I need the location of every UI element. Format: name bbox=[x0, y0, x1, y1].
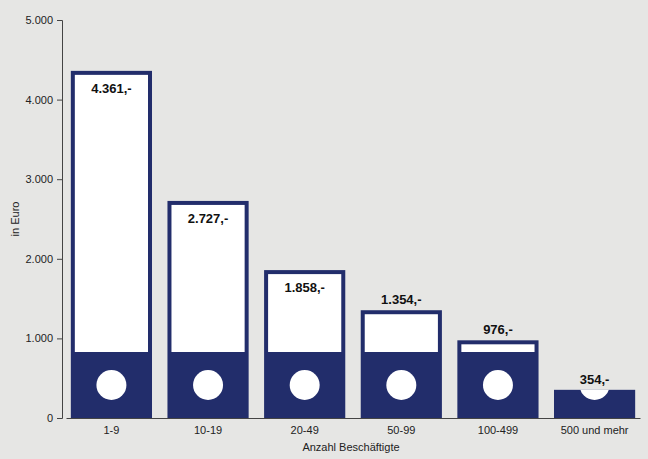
binder-label-field bbox=[461, 344, 534, 352]
binder-decoration bbox=[580, 390, 610, 400]
y-axis-title: in Euro bbox=[9, 202, 21, 237]
y-tick-label: 3.000 bbox=[25, 173, 53, 185]
data-label: 1.858,- bbox=[284, 280, 324, 295]
x-tick-label: 100-499 bbox=[478, 424, 518, 436]
binder-hole bbox=[193, 370, 223, 400]
x-tick: 10-19 bbox=[194, 418, 222, 436]
binder bbox=[264, 270, 345, 418]
x-tick-label: 50-99 bbox=[387, 424, 415, 436]
y-tick: 3.000 bbox=[25, 173, 62, 185]
bars bbox=[71, 71, 635, 418]
data-label: 2.727,- bbox=[188, 211, 228, 226]
x-tick: 500 und mehr bbox=[561, 418, 629, 436]
bar bbox=[167, 201, 248, 418]
y-tick: 1.000 bbox=[25, 332, 62, 344]
binder-hole bbox=[483, 370, 513, 400]
x-tick: 50-99 bbox=[387, 418, 415, 436]
binder-hole bbox=[290, 370, 320, 400]
y-tick: 2.000 bbox=[25, 253, 62, 265]
y-axis-line bbox=[57, 21, 63, 419]
y-tick-label: 2.000 bbox=[25, 253, 53, 265]
binder-label-field bbox=[171, 205, 244, 352]
binder-hole bbox=[580, 390, 610, 400]
y-tick-label: 0 bbox=[47, 412, 53, 424]
y-tick: 0 bbox=[47, 412, 62, 424]
x-tick: 20-49 bbox=[291, 418, 319, 436]
x-tick-label: 10-19 bbox=[194, 424, 222, 436]
binder bbox=[361, 310, 442, 418]
y-tick-label: 1.000 bbox=[25, 332, 53, 344]
x-tick-label: 20-49 bbox=[291, 424, 319, 436]
x-axis-line bbox=[67, 418, 641, 419]
y-tick-mark bbox=[57, 259, 62, 260]
y-tick-mark bbox=[57, 418, 62, 419]
data-label: 1.354,- bbox=[381, 292, 421, 307]
y-axis: 0 1.000 2.000 3.000 4.000 5.000 bbox=[25, 14, 62, 424]
binder-label-field bbox=[75, 75, 148, 352]
x-tick-label: 500 und mehr bbox=[561, 424, 629, 436]
binder-decoration bbox=[365, 314, 438, 400]
bar bbox=[264, 270, 345, 418]
binder-decoration bbox=[75, 75, 148, 400]
binder-decoration bbox=[268, 274, 341, 400]
x-axis: 1-9 10-19 20-49 50-99 100-499 500 und mehr bbox=[67, 418, 641, 436]
binder bbox=[554, 370, 635, 418]
binder bbox=[71, 71, 152, 418]
y-tick: 4.000 bbox=[25, 94, 62, 106]
binder-decoration bbox=[171, 205, 244, 400]
binder bbox=[457, 340, 538, 418]
background bbox=[0, 0, 648, 459]
data-label: 354,- bbox=[580, 372, 610, 387]
data-labels: 4.361,- 2.727,- 1.858,- 1.354,- 976,- 354,- bbox=[91, 81, 609, 387]
y-tick-mark bbox=[57, 20, 62, 21]
binder-hole bbox=[96, 370, 126, 400]
binder-label-field bbox=[365, 314, 438, 352]
binder-label-field bbox=[268, 274, 341, 352]
y-tick-label: 5.000 bbox=[25, 14, 53, 26]
x-tick: 1-9 bbox=[103, 418, 119, 436]
binder-decoration bbox=[461, 344, 534, 400]
data-label: 976,- bbox=[483, 322, 513, 337]
y-tick-mark bbox=[57, 338, 62, 339]
bar bbox=[71, 71, 152, 418]
bar bbox=[361, 310, 442, 418]
y-tick-mark bbox=[57, 179, 62, 180]
data-label: 4.361,- bbox=[91, 81, 131, 96]
x-tick-label: 1-9 bbox=[103, 424, 119, 436]
y-tick-label: 4.000 bbox=[25, 94, 53, 106]
binder bbox=[167, 201, 248, 418]
y-tick-mark bbox=[57, 100, 62, 101]
chart: 0 1.000 2.000 3.000 4.000 5.000 1-9 10-19 20-49 5… bbox=[0, 0, 648, 459]
binder-hole bbox=[386, 370, 416, 400]
bar bbox=[457, 340, 538, 418]
x-axis-title: Anzahl Beschäftigte bbox=[302, 441, 399, 453]
y-tick: 5.000 bbox=[25, 14, 62, 26]
x-tick: 100-499 bbox=[478, 418, 518, 436]
